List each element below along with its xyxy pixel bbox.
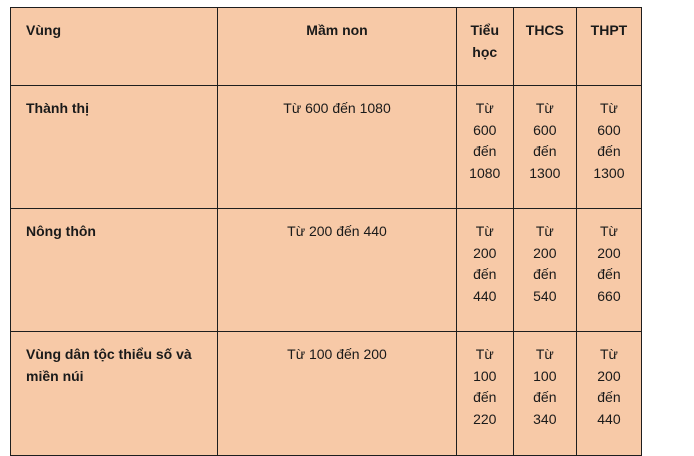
value-line: 440: [597, 410, 621, 427]
table-row: Vùng dân tộc thiểu số và miền núi Từ 100…: [9, 331, 643, 456]
value-line: đến: [597, 143, 621, 159]
value-line: đến: [473, 143, 497, 159]
value-line: đến: [473, 266, 497, 282]
region-cell: Nông thôn: [9, 208, 219, 332]
tuition-table: Vùng Mầm non Tiểu học THCS THPT Thành th…: [9, 7, 643, 456]
upper-secondary-cell: Từ 600 đến 1300: [575, 85, 643, 209]
value-line: 220: [473, 410, 497, 427]
primary-cell: Từ 100 đến 220: [455, 331, 514, 456]
value-line: 200: [597, 244, 621, 261]
header-region: Vùng: [9, 7, 219, 86]
tuition-table-container: Vùng Mầm non Tiểu học THCS THPT Thành th…: [9, 7, 643, 456]
value-line: đến: [597, 389, 621, 405]
value-line: Từ: [599, 346, 618, 362]
upper-secondary-cell: Từ 200 đến 660: [575, 208, 643, 332]
header-primary: Tiểu học: [455, 7, 514, 86]
value-line: đến: [533, 389, 557, 405]
value-line: Từ: [475, 346, 494, 362]
header-upper-secondary: THPT: [575, 7, 643, 86]
table-header-row: Vùng Mầm non Tiểu học THCS THPT: [9, 7, 643, 86]
preschool-cell: Từ 100 đến 200: [217, 331, 457, 456]
value-line: 100: [533, 367, 557, 384]
primary-cell: Từ 600 đến 1080: [455, 85, 514, 209]
value-line: Từ: [535, 100, 554, 116]
header-primary-line2: học: [472, 43, 498, 60]
preschool-cell: Từ 600 đến 1080: [217, 85, 457, 209]
region-cell: Vùng dân tộc thiểu số và miền núi: [9, 331, 219, 456]
value-line: 1300: [529, 164, 561, 181]
table-row: Nông thôn Từ 200 đến 440 Từ 200 đến 440 …: [9, 208, 643, 332]
value-line: đến: [473, 389, 497, 405]
value-line: đến: [533, 266, 557, 282]
value-line: đến: [597, 266, 621, 282]
table-row: Thành thị Từ 600 đến 1080 Từ 600 đến 108…: [9, 85, 643, 209]
header-primary-line1: Tiểu: [470, 22, 499, 38]
value-line: 200: [597, 367, 621, 384]
value-line: 100: [473, 367, 497, 384]
value-line: Từ: [599, 223, 618, 239]
value-line: Từ: [475, 100, 494, 116]
value-line: 600: [533, 121, 557, 138]
value-line: Từ: [599, 100, 618, 116]
upper-secondary-cell: Từ 200 đến 440: [575, 331, 643, 456]
preschool-cell: Từ 200 đến 440: [217, 208, 457, 332]
value-line: 440: [473, 287, 497, 304]
value-line: 600: [597, 121, 621, 138]
value-line: 1080: [469, 164, 501, 181]
region-line: miền núi: [26, 367, 84, 384]
value-line: đến: [533, 143, 557, 159]
value-line: Từ: [535, 223, 554, 239]
lower-secondary-cell: Từ 600 đến 1300: [512, 85, 577, 209]
value-line: 340: [533, 410, 557, 427]
region-line: Vùng dân tộc thiểu số và: [26, 346, 192, 362]
value-line: Từ: [475, 223, 494, 239]
value-line: 600: [473, 121, 497, 138]
lower-secondary-cell: Từ 100 đến 340: [512, 331, 577, 456]
value-line: 1300: [593, 164, 625, 181]
value-line: 660: [597, 287, 621, 304]
value-line: Từ: [535, 346, 554, 362]
value-line: 200: [473, 244, 497, 261]
lower-secondary-cell: Từ 200 đến 540: [512, 208, 577, 332]
value-line: 200: [533, 244, 557, 261]
primary-cell: Từ 200 đến 440: [455, 208, 514, 332]
header-preschool: Mầm non: [217, 7, 457, 86]
region-cell: Thành thị: [9, 85, 219, 209]
value-line: 540: [533, 287, 557, 304]
header-lower-secondary: THCS: [512, 7, 577, 86]
